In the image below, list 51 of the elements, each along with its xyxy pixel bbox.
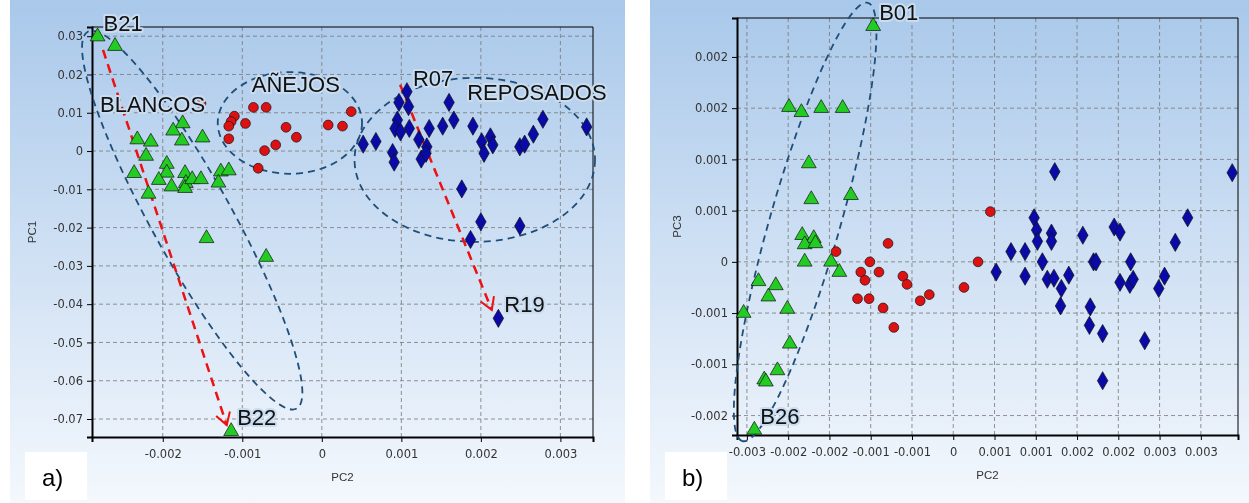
annotation: AÑEJOS: [251, 72, 340, 98]
x-tick-label: -0.001: [852, 445, 890, 460]
x-tick-label: 0.001: [978, 445, 1012, 460]
y-tick-label: 0.001: [695, 203, 728, 218]
y-tick-label: -0.002: [690, 408, 728, 423]
y-tick-label: 0.002: [695, 101, 728, 116]
x-tick-label: 0: [950, 445, 958, 460]
y-tick-label: -0.04: [53, 297, 83, 312]
x-tick-label: 0.002: [1102, 445, 1136, 460]
y-tick-label: 0.02: [57, 67, 83, 82]
x-tick-label: -0.001: [893, 445, 932, 460]
y-tick-label: -0.001: [690, 357, 728, 372]
y-tick-label: -0.01: [53, 182, 83, 197]
y-tick-label: -0.05: [53, 335, 83, 350]
x-tick-label: -0.003: [728, 445, 766, 460]
x-tick-label: 0.003: [1143, 445, 1177, 460]
annotation: B21: [103, 10, 143, 36]
annotation: B26: [760, 403, 800, 429]
x-tick-label: 0.001: [1019, 445, 1053, 460]
x-tick-label: -0.002: [811, 445, 849, 460]
annotation: B22: [237, 405, 277, 431]
y-tick-label: -0.02: [53, 220, 83, 235]
y-tick-label: -0.07: [53, 412, 83, 427]
y-tick-label: 0.01: [57, 105, 83, 120]
y-tick-label: -0.06: [53, 373, 83, 388]
text: b): [682, 464, 704, 491]
x-tick-label: -0.002: [770, 445, 808, 460]
x-tick-label: 0.002: [464, 447, 498, 462]
x-tick-label: 0: [318, 447, 326, 462]
y-tick-label: 0.001: [695, 152, 728, 167]
x-tick-label: -0.001: [224, 447, 262, 462]
y-tick-label: -0.001: [690, 306, 728, 321]
x-axis-title: PC2: [976, 469, 999, 481]
y-tick-label: 0: [720, 255, 728, 270]
annotation: B01: [879, 0, 919, 26]
x-tick-label: 0.003: [544, 447, 578, 462]
y-axis-title: PC3: [671, 215, 683, 238]
x-tick-label: 0.001: [385, 447, 419, 462]
annotation: R07: [412, 65, 454, 91]
x-axis-title: PC2: [331, 471, 354, 483]
annotation: R19: [504, 292, 545, 318]
y-tick-label: -0.03: [53, 259, 83, 274]
text: a): [42, 464, 64, 491]
x-tick-label: -0.002: [144, 447, 182, 462]
x-tick-label: 0.002: [1061, 445, 1095, 460]
annotation: REPOSADOS: [467, 79, 607, 105]
y-axis-title: PC1: [26, 220, 38, 244]
y-tick-label: 0.002: [695, 50, 728, 65]
y-tick-label: 0.03: [57, 29, 83, 44]
y-tick-label: 0: [75, 144, 83, 159]
x-tick-label: 0.003: [1184, 445, 1218, 460]
